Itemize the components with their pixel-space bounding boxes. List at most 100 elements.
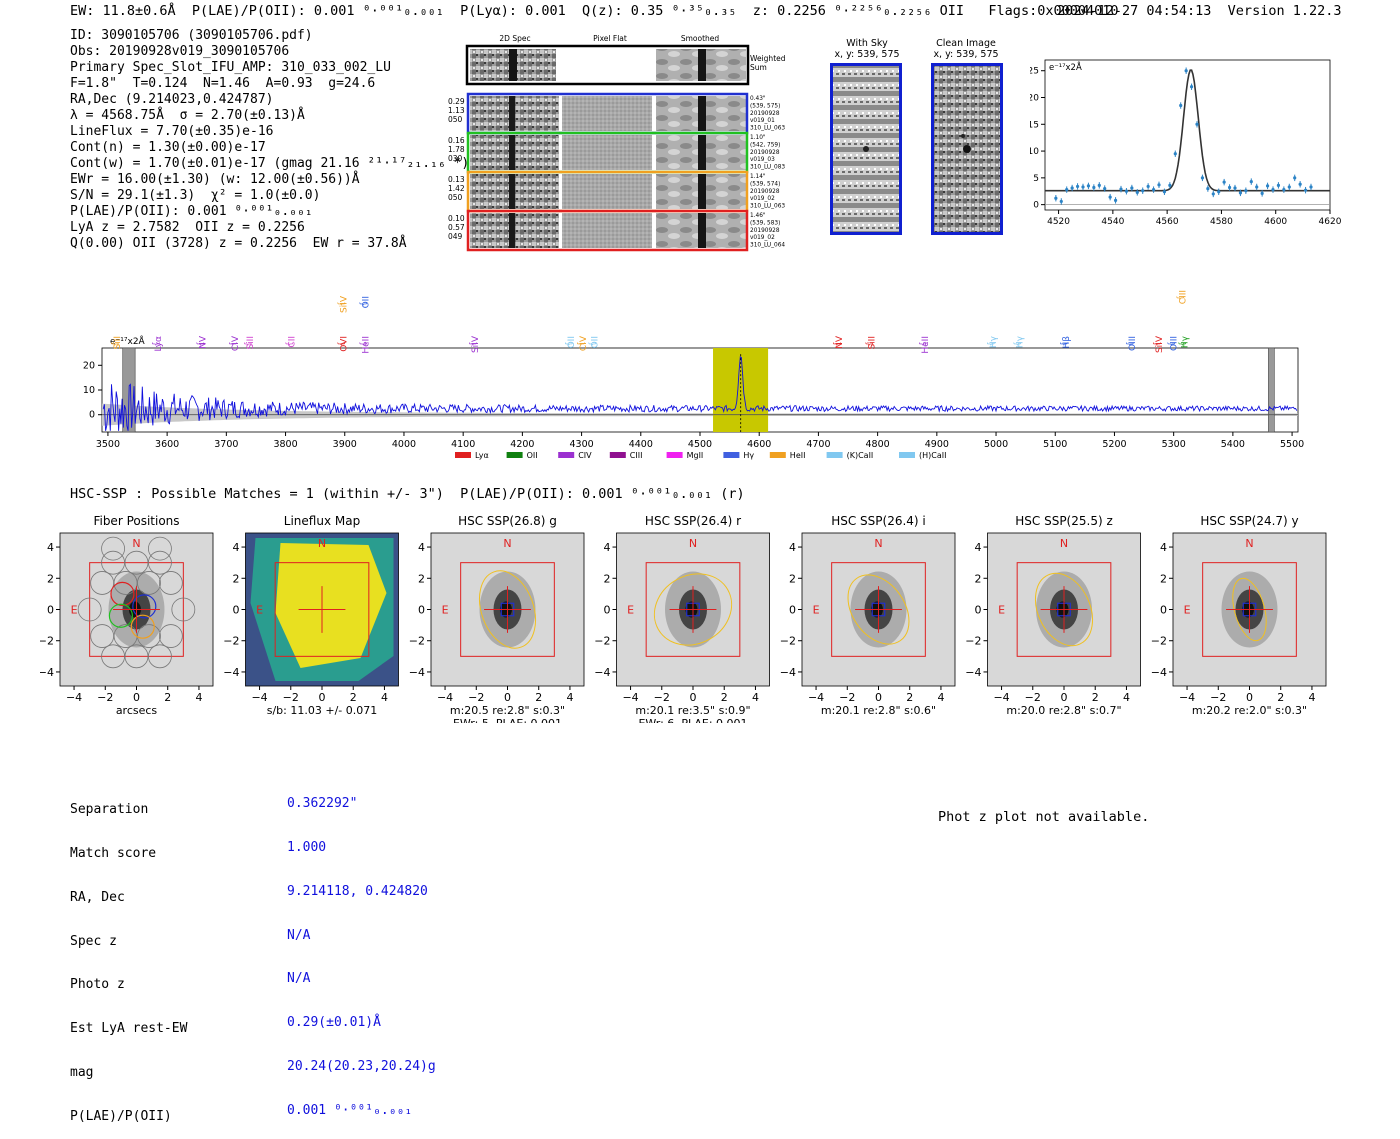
hsc-east-label: E: [71, 604, 78, 617]
match-label-lya-ew: Est LyA rest-EW: [70, 1021, 188, 1037]
fit-data-point: [1157, 183, 1161, 187]
spec-emission-line-label: Hβ: [1062, 336, 1072, 349]
fit-data-point: [1222, 180, 1226, 184]
spec-emission-line-label: Hγ: [989, 335, 999, 348]
spec-emission-line-brace: {: [468, 341, 477, 346]
fiber-row-right-label: 310_LU_083: [750, 165, 785, 171]
hsc-north-label: N: [132, 537, 140, 550]
spec-emission-line-label: HeII: [361, 336, 371, 354]
fiber-row-right-label: (539, 574): [750, 181, 780, 187]
fiber-circle: [158, 624, 183, 648]
col-label-pixel-flat: Pixel Flat: [593, 34, 627, 43]
fiber-line-trace: [509, 96, 515, 131]
hsc-title: HSC-SSP : Possible Matches = 1 (within +…: [70, 486, 745, 502]
fit-data-point: [1054, 196, 1058, 200]
hsc-ytick-label: 2: [604, 572, 611, 585]
hsc-ytick-label: −4: [965, 666, 981, 679]
spec-emission-line-brace: {: [228, 341, 237, 346]
spec-xtick-label: 3800: [273, 439, 297, 450]
spec-xtick-label: 4300: [569, 439, 593, 450]
hsc-panel-xlabel: arcsecs: [116, 704, 158, 717]
spec-emission-line-brace: {: [1176, 295, 1185, 300]
hsc-xtick-label: 0: [319, 691, 326, 704]
spec-legend-label: (K)CaII: [847, 451, 874, 460]
match-label-plae: P(LAE)/P(OII): [70, 1108, 172, 1124]
hsc-ytick-label: −2: [1151, 635, 1167, 648]
hsc-ytick-label: 0: [789, 604, 796, 617]
spec-xtick-label: 5200: [1102, 439, 1126, 450]
info-cont-w: Cont(w) = 1.70(±0.01)e-17 (gmag 21.16 ²¹…: [70, 156, 470, 171]
fiber-row-right-label: 20190928: [750, 189, 780, 195]
match-value-separation: 0.362292": [287, 796, 358, 812]
spec-emission-line-label: CIV: [231, 335, 241, 351]
spec-xtick-label: 3700: [214, 439, 238, 450]
hsc-north-label: N: [1060, 537, 1068, 550]
fit-data-point: [1168, 183, 1172, 187]
hsc-xtick-label: 0: [690, 691, 697, 704]
spec-xtick-label: 3600: [155, 439, 179, 450]
hsc-ytick-label: −4: [223, 666, 239, 679]
info-id: ID: 3090105706 (3090105706.pdf): [70, 28, 313, 43]
spec-emission-line-label: SiII: [113, 336, 123, 350]
fiber-circle: [124, 644, 149, 669]
fiber-circle: [137, 571, 161, 595]
spec-emission-line-brace: {: [337, 341, 346, 346]
fit-data-point: [1238, 191, 1243, 195]
fit-ytick-label: 5: [1033, 174, 1039, 184]
spec-legend-swatch: [826, 452, 843, 458]
fiber-circle-highlight: [132, 594, 157, 619]
fiber-pixel-flat: [562, 96, 652, 131]
spec-emission-line-brace: {: [1177, 341, 1186, 346]
info-fwhm: F=1.8" T=0.124 N=1.46 A=0.93 g=24.6: [70, 76, 376, 91]
header-timestamp-version: 2024-12-27 04:54:13 Version 1.22.3: [1057, 3, 1342, 19]
hsc-east-label: E: [998, 604, 1005, 617]
hsc-aperture-box: [1016, 562, 1112, 657]
weighted-smoothed-trace: [698, 49, 706, 81]
hsc-panel-xlabel2: EWr: 5, PLAE: 0.001: [453, 717, 562, 723]
fit-xtick-label: 4520: [1047, 217, 1070, 227]
hsc-xtick-label: 0: [875, 691, 882, 704]
hsc-aperture-box: [460, 562, 555, 657]
hsc-ytick-label: 2: [789, 572, 796, 585]
hsc-xtick-label: 2: [721, 691, 728, 704]
fit-data-point: [1179, 103, 1183, 108]
fit-data-point: [1097, 183, 1101, 187]
fiber-circle: [158, 571, 183, 595]
spec-line: [102, 355, 1298, 431]
hsc-panel-xlabel: m:20.1 re:2.8" s:0.6": [821, 704, 936, 717]
spec-emission-line-label: OVI: [340, 336, 350, 352]
hsc-ytick-label: 4: [789, 541, 796, 554]
hsc-xtick-label: −2: [654, 691, 670, 704]
hsc-xtick-label: −4: [808, 691, 824, 704]
hsc-xtick-label: −4: [622, 691, 638, 704]
hsc-north-label: N: [1245, 537, 1253, 550]
hsc-ytick-label: 0: [418, 604, 425, 617]
hsc-ytick-label: 4: [975, 541, 982, 554]
spec-legend-swatch: [899, 452, 915, 458]
fiber-circle: [101, 536, 125, 561]
fiber-smoothed-trace: [698, 174, 706, 209]
fit-ytick-label: 10: [1030, 147, 1039, 157]
clean-image: [931, 63, 1003, 235]
fit-data-point: [1130, 186, 1134, 190]
spec-emission-line-brace: {: [1013, 341, 1022, 346]
spec-xtick-label: 5300: [1162, 439, 1186, 450]
hsc-aperture-box: [1202, 562, 1297, 657]
hsc-panel-title: Fiber Positions: [93, 514, 179, 528]
fit-data-point: [1151, 188, 1156, 192]
spec-xtick-label: 4600: [747, 439, 771, 450]
hsc-ytick-label: −2: [223, 635, 239, 648]
spec-xtick-label: 4900: [925, 439, 949, 450]
spec-legend-label: CIV: [578, 451, 592, 460]
fiber-row-right-label: 310_LU_063: [750, 204, 785, 210]
fit-xtick-label: 4620: [1319, 217, 1342, 227]
fiber-row-left-label: 050: [448, 193, 463, 202]
hsc-panel-1: Fiber Positions N E −4 −4 −2 −2 0 0 2 2 4 4 arcsecs: [40, 514, 214, 717]
spec-emission-line-label: CIV: [579, 335, 589, 351]
hsc-xtick-label: 2: [164, 691, 171, 704]
spec-xtick-label: 4100: [451, 439, 475, 450]
fiber-circle-highlight: [108, 603, 133, 628]
hsc-ytick-label: −4: [594, 666, 610, 679]
